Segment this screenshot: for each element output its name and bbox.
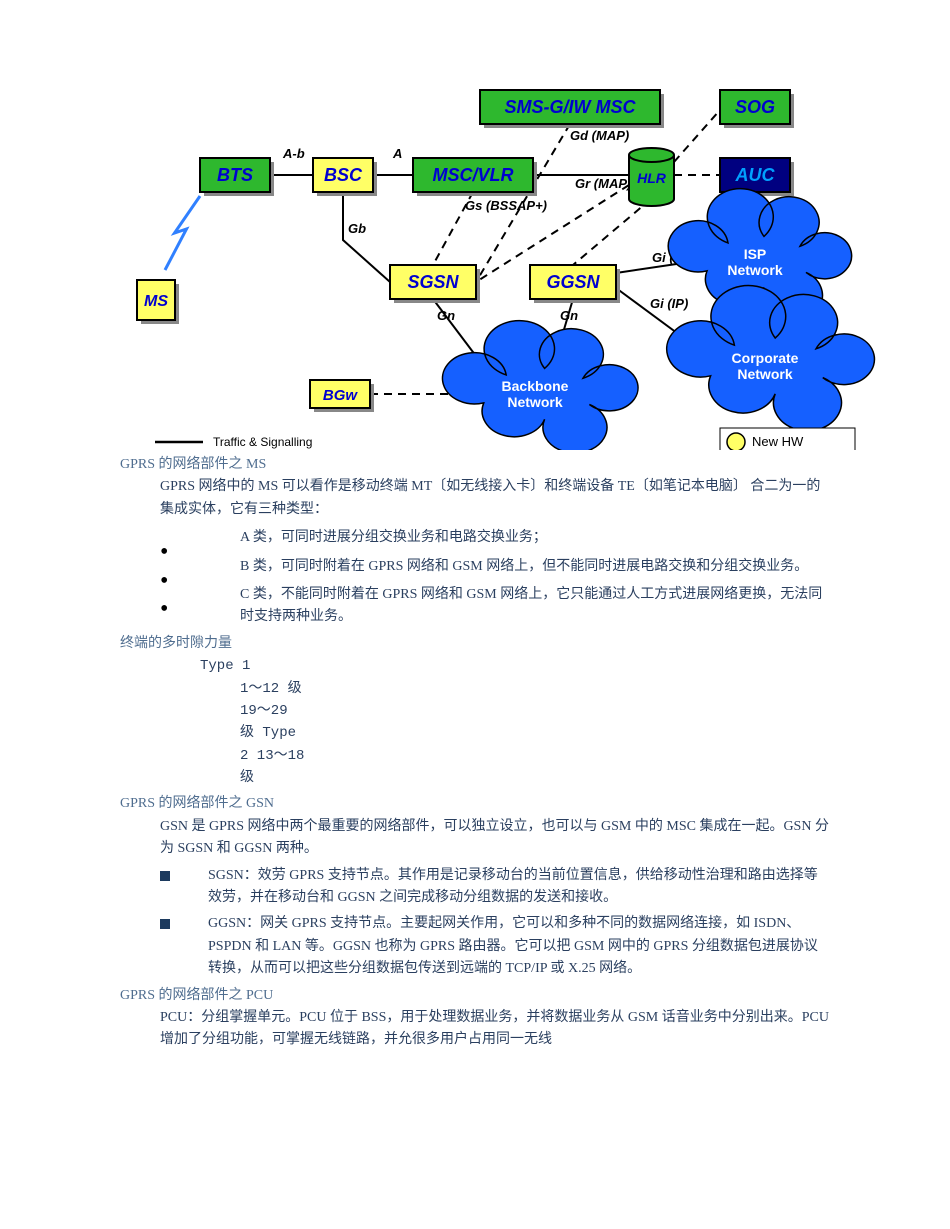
svg-text:Corporate: Corporate <box>732 350 799 366</box>
svg-text:ISP: ISP <box>744 246 767 262</box>
svg-text:BGw: BGw <box>323 387 359 404</box>
bullet-list: A 类，可同时进展分组交换业务和电路交换业务； B 类，可同时附着在 GPRS 网… <box>120 527 830 629</box>
bullet-item: SGSN：效劳 GPRS 支持节点。其作用是记录移动台的当前位置信息，供给移动性… <box>160 865 830 910</box>
type-level: 级 <box>240 767 830 789</box>
svg-text:Gb: Gb <box>348 221 366 236</box>
bullet-item: A 类，可同时进展分组交换业务和电路交换业务； <box>160 527 830 549</box>
svg-text:BSC: BSC <box>324 165 363 185</box>
svg-text:MSC/VLR: MSC/VLR <box>433 165 514 185</box>
bullet-item: B 类，可同时附着在 GPRS 网络和 GSM 网络上，但不能同时进展电路交换和… <box>160 556 830 578</box>
bullet-list: SGSN：效劳 GPRS 支持节点。其作用是记录移动台的当前位置信息，供给移动性… <box>120 865 830 981</box>
svg-text:Gs (BSSAP+): Gs (BSSAP+) <box>465 198 547 213</box>
svg-text:Network: Network <box>737 366 792 382</box>
svg-text:Traffic & Signalling: Traffic & Signalling <box>213 435 312 449</box>
svg-text:GGSN: GGSN <box>546 272 600 292</box>
diagram-svg: A-b A Gb Gs (BSSAP+) Gd (MAP) Gr (MAP) Gn Gn Gi … <box>0 10 950 450</box>
section-intro: PCU：分组掌握单元。PCU 位于 BSS，用于处理数据业务，并将数据业务从 G… <box>160 1007 830 1052</box>
svg-text:Gi (IP): Gi (IP) <box>650 296 688 311</box>
type-line: Type 1 <box>200 655 830 677</box>
svg-text:BTS: BTS <box>217 165 253 185</box>
svg-text:A-b: A-b <box>282 146 305 161</box>
svg-text:Gd (MAP): Gd (MAP) <box>570 128 629 143</box>
section-heading: GPRS 的网络部件之 GSN <box>120 793 830 815</box>
svg-text:New HW: New HW <box>752 434 804 449</box>
svg-text:Backbone: Backbone <box>502 378 569 394</box>
svg-text:Gn: Gn <box>437 308 455 323</box>
section-heading: GPRS 的网络部件之 PCU <box>120 985 830 1007</box>
section-intro: GPRS 网络中的 MS 可以看作是移动终端 MT〔如无线接入卡〕和终端设备 T… <box>160 476 830 521</box>
svg-text:MS: MS <box>144 293 168 310</box>
bullet-item: GGSN：网关 GPRS 支持节点。主要起网关作用，它可以和多种不同的数据网络连… <box>160 913 830 980</box>
svg-text:Network: Network <box>727 262 782 278</box>
type-level: 1～12 级 <box>240 678 830 700</box>
svg-text:HLR: HLR <box>637 170 667 186</box>
svg-text:A: A <box>392 146 402 161</box>
type-level: 2 13～18 <box>240 745 830 767</box>
svg-text:SOG: SOG <box>735 97 775 117</box>
section-heading: 终端的多时隙力量 <box>120 633 830 655</box>
svg-text:Network: Network <box>507 394 562 410</box>
type-level: 级 Type <box>240 722 830 744</box>
section-intro: GSN 是 GPRS 网络中两个最重要的网络部件，可以独立设立，也可以与 GSM… <box>160 816 830 861</box>
network-diagram: A-b A Gb Gs (BSSAP+) Gd (MAP) Gr (MAP) Gn Gn Gi … <box>0 0 950 450</box>
svg-text:Gn: Gn <box>560 308 578 323</box>
svg-text:SGSN: SGSN <box>407 272 459 292</box>
bullet-item: C 类，不能同时附着在 GPRS 网络和 GSM 网络上，它只能通过人工方式进展… <box>160 584 830 629</box>
svg-text:AUC: AUC <box>735 165 776 185</box>
svg-text:SMS-G/IW MSC: SMS-G/IW MSC <box>505 97 637 117</box>
type-level: 19～29 <box>240 700 830 722</box>
svg-text:Gr (MAP): Gr (MAP) <box>575 176 631 191</box>
document-body: GPRS 的网络部件之 MSGPRS 网络中的 MS 可以看作是移动终端 MT〔… <box>0 454 950 1092</box>
